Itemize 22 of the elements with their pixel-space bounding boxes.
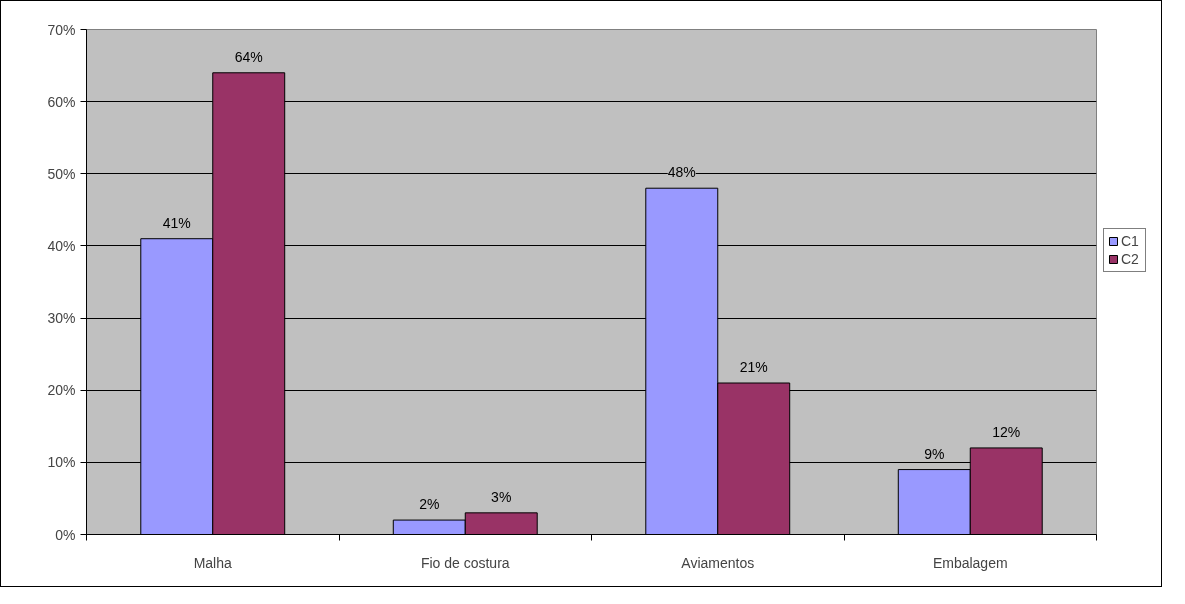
y-tick-label: 20% — [47, 382, 76, 399]
y-tick-label: 10% — [47, 454, 76, 471]
x-tick-label: Fio de costura — [420, 554, 510, 571]
y-tick-label: 70% — [47, 21, 76, 38]
y-tick-label: 50% — [47, 165, 76, 182]
y-tick-label: 40% — [47, 237, 76, 254]
y-tick-label: 30% — [47, 310, 76, 327]
x-tick-label: Aviamentos — [681, 554, 755, 571]
x-tick-label: Embalagem — [932, 554, 1008, 571]
data-label: 9% — [924, 445, 945, 462]
data-label: 48% — [667, 164, 696, 181]
data-label: 2% — [419, 496, 440, 513]
data-label: 12% — [992, 423, 1021, 440]
data-label: 3% — [491, 488, 512, 505]
data-label: 21% — [739, 359, 768, 375]
data-label: 41% — [162, 214, 191, 231]
y-tick-label: 60% — [47, 93, 76, 110]
legend-label: C2 — [1121, 251, 1140, 267]
x-tick-label: Malha — [193, 554, 233, 571]
legend-label: C1 — [1121, 233, 1140, 249]
y-tick-label: 0% — [55, 526, 76, 543]
data-label: 64% — [234, 48, 263, 65]
